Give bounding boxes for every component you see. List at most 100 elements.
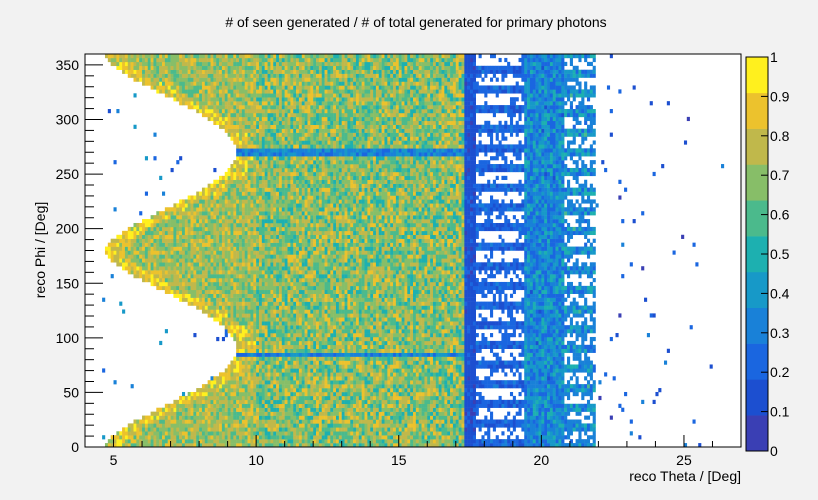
heatmap-cell (267, 368, 271, 373)
heatmap-cell (532, 321, 536, 326)
heatmap-cell (253, 384, 257, 389)
heatmap-cell (450, 356, 454, 361)
heatmap-cell (233, 356, 237, 361)
heatmap-cell (441, 333, 445, 338)
heatmap-cell (264, 435, 268, 440)
heatmap-cell (558, 340, 562, 346)
heatmap-cell (444, 443, 448, 447)
heatmap-cell (390, 329, 394, 334)
heatmap-cell (458, 368, 462, 373)
heatmap-cell (418, 380, 422, 385)
heatmap-cell (258, 388, 263, 393)
heatmap-cell (230, 391, 234, 397)
heatmap-cell (353, 439, 357, 444)
heatmap-cell (509, 419, 514, 424)
heatmap-cell (313, 368, 317, 373)
heatmap-cell (276, 380, 280, 385)
heatmap-cell (358, 384, 362, 389)
heatmap-cell (338, 329, 342, 334)
heatmap-cell (344, 301, 348, 306)
heatmap-cell (410, 305, 414, 310)
heatmap-cell (253, 423, 257, 428)
heatmap-cell (438, 344, 442, 349)
heatmap-cell (387, 364, 391, 369)
heatmap-cell (327, 329, 331, 334)
heatmap-cell (310, 313, 314, 318)
heatmap-cell (316, 336, 320, 342)
heatmap-cell (427, 344, 431, 349)
heatmap-cell (221, 372, 225, 377)
heatmap-cell (350, 380, 354, 385)
heatmap-cell (490, 384, 494, 389)
heatmap-cell (461, 411, 465, 416)
heatmap-cell (241, 423, 245, 428)
heatmap-cell (287, 427, 291, 432)
heatmap-cell (518, 380, 522, 385)
heatmap-cell (384, 321, 388, 326)
heatmap-cell (136, 435, 140, 440)
heatmap-cell (373, 415, 377, 420)
heatmap-cell (256, 427, 260, 432)
heatmap-cell (213, 423, 217, 428)
heatmap-cell (581, 423, 585, 428)
heatmap-cell (281, 364, 285, 369)
heatmap-cell (552, 352, 556, 357)
heatmap-cell (395, 360, 399, 365)
heatmap-cell (344, 321, 348, 326)
heatmap-cell (578, 352, 582, 357)
heatmap-cell (347, 384, 351, 389)
heatmap-cell (261, 419, 265, 424)
heatmap-cell (487, 423, 491, 428)
heatmap-cell (321, 415, 325, 420)
heatmap-cell (230, 321, 234, 326)
heatmap-cell (398, 395, 402, 401)
heatmap-cell (527, 439, 531, 444)
heatmap-cell (430, 384, 434, 389)
heatmap-cell (276, 384, 280, 389)
heatmap-cell (199, 415, 203, 420)
heatmap-cell (572, 388, 576, 393)
heatmap-cell (196, 399, 200, 405)
heatmap-cell (552, 439, 556, 444)
heatmap-cell (358, 443, 362, 447)
heatmap-cell (341, 297, 345, 302)
heatmap-cell (395, 431, 399, 436)
heatmap-cell (481, 305, 485, 310)
heatmap-cell (407, 395, 411, 401)
heatmap-cell (578, 305, 582, 310)
heatmap-cell (541, 419, 545, 424)
heatmap-cell (398, 419, 402, 424)
heatmap-cell (481, 443, 485, 447)
heatmap-cell (210, 427, 214, 432)
heatmap-cell (264, 380, 268, 385)
heatmap-cell (247, 423, 251, 428)
heatmap-cell (267, 419, 271, 424)
heatmap-cell (452, 443, 457, 447)
heatmap-cell (239, 329, 243, 334)
heatmap-cell (338, 301, 342, 306)
heatmap-cell (475, 423, 479, 428)
heatmap-cell (201, 391, 206, 397)
heatmap-cell (273, 352, 277, 357)
heatmap-cell (470, 301, 474, 306)
heatmap-cell (435, 431, 439, 436)
heatmap-cell (270, 419, 274, 424)
heatmap-cell (316, 439, 320, 444)
heatmap-cell (264, 329, 268, 334)
heatmap-cell (404, 431, 408, 436)
heatmap-cell (281, 376, 285, 381)
heatmap-cell (201, 305, 206, 310)
heatmap-cell (250, 344, 254, 349)
heatmap-cell (575, 388, 579, 393)
heatmap-cell (327, 313, 331, 318)
heatmap-cell (450, 325, 454, 330)
heatmap-cell (467, 301, 471, 306)
heatmap-cell (521, 305, 525, 310)
heatmap-cell (418, 443, 422, 447)
heatmap-cell (341, 344, 345, 349)
heatmap-cell (341, 321, 345, 326)
heatmap-cell (159, 439, 163, 444)
heatmap-cell (398, 427, 402, 432)
heatmap-cell (393, 395, 397, 401)
heatmap-cell (253, 443, 257, 447)
